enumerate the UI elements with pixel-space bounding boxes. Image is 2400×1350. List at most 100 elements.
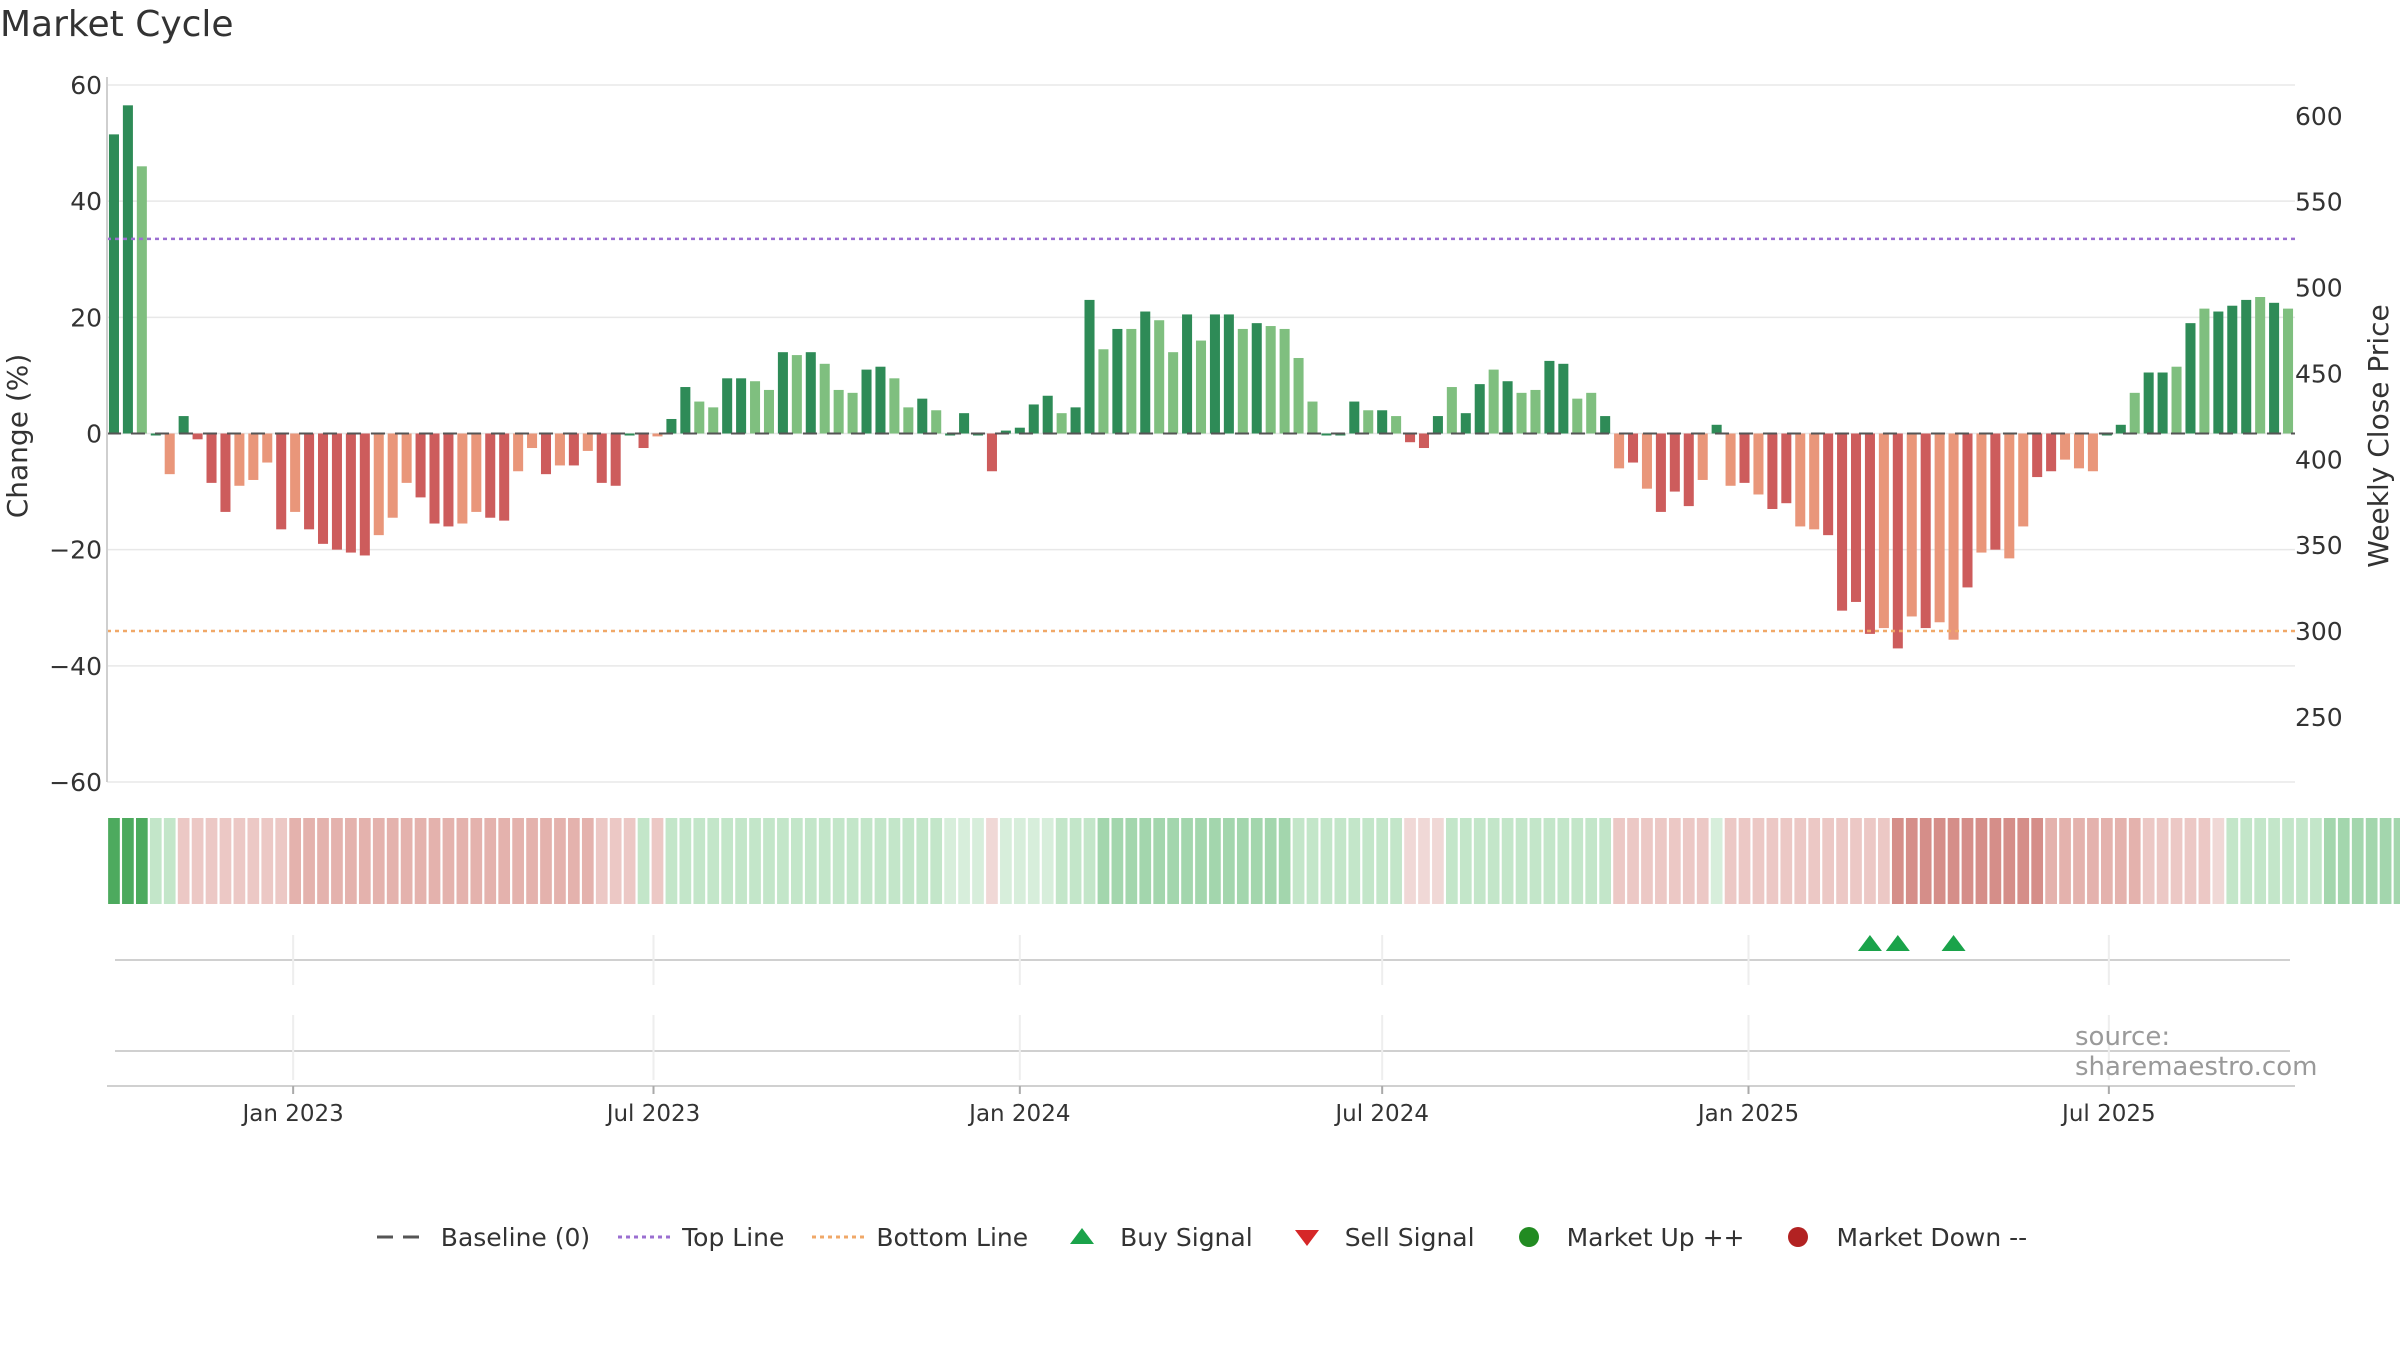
bar <box>345 433 356 553</box>
bar <box>499 433 510 521</box>
regime-cell <box>1599 818 1612 904</box>
bar <box>1767 433 1778 510</box>
triangle-up-icon <box>1070 1228 1095 1244</box>
dotted-orange-line-icon <box>812 1235 865 1239</box>
regime-cell <box>595 818 608 904</box>
regime-cell <box>1919 818 1932 904</box>
legend-item[interactable]: Market Up ++ <box>1499 1222 1745 1252</box>
legend-item[interactable]: Market Down -- <box>1768 1222 2027 1252</box>
y2-tick-label: 500 <box>2295 274 2343 303</box>
y-tick-label: 40 <box>70 187 102 216</box>
legend-item[interactable]: Baseline (0) <box>373 1222 590 1252</box>
legend-item[interactable]: Buy Signal <box>1052 1222 1253 1252</box>
bar <box>1544 360 1555 434</box>
legend-item[interactable]: Sell Signal <box>1277 1222 1475 1252</box>
regime-cell <box>414 818 427 904</box>
x-tick-label: Jan 2025 <box>1696 1101 1799 1127</box>
regime-cell <box>1515 818 1528 904</box>
bar <box>2185 323 2196 434</box>
bar <box>1892 433 1903 649</box>
regime-cell <box>1891 818 1904 904</box>
regime-cell <box>1627 818 1639 904</box>
regime-cell <box>902 818 915 904</box>
bar <box>1725 433 1736 486</box>
regime-cell <box>1836 818 1848 904</box>
bar <box>1488 369 1499 434</box>
regime-cell <box>1557 818 1570 904</box>
bar <box>1432 416 1443 434</box>
regime-cell <box>512 818 524 904</box>
regime-cell <box>2296 818 2308 904</box>
bar <box>554 433 565 466</box>
legend-label: Market Up ++ <box>1566 1222 1745 1252</box>
bar <box>847 392 858 434</box>
source-credit: source: sharemaestro.com <box>2075 1022 2318 1082</box>
regime-cell <box>1195 818 1207 904</box>
bar <box>1711 424 1722 434</box>
regime-cell <box>2031 818 2044 904</box>
regime-cell <box>331 818 343 904</box>
regime-cell <box>1097 818 1110 904</box>
bar <box>485 433 496 518</box>
bar <box>429 433 440 524</box>
bar <box>248 433 259 480</box>
regime-cell <box>470 818 483 904</box>
x-tick-label: Jul 2025 <box>2060 1101 2156 1127</box>
bar <box>903 407 914 434</box>
bar <box>387 433 398 518</box>
bar <box>1265 326 1276 434</box>
bar <box>1850 433 1862 602</box>
bar <box>652 433 663 437</box>
dotted-purple-line-icon <box>618 1235 671 1239</box>
bar <box>1446 387 1457 434</box>
legend-item[interactable]: Top Line <box>614 1222 784 1252</box>
regime-cell <box>205 818 218 904</box>
bar <box>2046 433 2057 472</box>
bar <box>2004 433 2015 559</box>
x-tick-label: Jan 2024 <box>967 1101 1070 1127</box>
regime-cell <box>2240 818 2253 904</box>
y2-tick-label: 300 <box>2295 617 2343 646</box>
regime-cell <box>1139 818 1152 904</box>
y-axis-ticks: 60 40 20 0 −20 −40 −60 <box>49 71 102 797</box>
regime-cell <box>303 818 315 904</box>
regime-cell <box>707 818 720 904</box>
bar <box>2227 305 2238 434</box>
regime-cell <box>1292 818 1305 904</box>
regime-cell <box>1473 818 1486 904</box>
bar <box>262 433 273 463</box>
legend-item[interactable]: Bottom Line <box>808 1222 1028 1252</box>
bar <box>833 389 844 434</box>
bar <box>1140 311 1151 434</box>
regime-cell <box>1571 818 1584 904</box>
bar <box>1209 314 1220 434</box>
regime-cell <box>1682 818 1695 904</box>
regime-cell <box>2379 818 2392 904</box>
regime-cell <box>860 818 873 904</box>
regime-cell <box>916 818 929 904</box>
bar <box>1293 357 1304 434</box>
bar <box>1962 433 1973 588</box>
bar <box>1502 381 1513 434</box>
bar <box>2032 433 2043 478</box>
bar <box>1948 433 1959 640</box>
bar <box>1307 401 1318 434</box>
regime-cell <box>1125 818 1138 904</box>
bar <box>1474 384 1485 434</box>
regime-cell <box>1808 818 1821 904</box>
bar <box>2241 299 2252 434</box>
regime-cell <box>651 818 664 904</box>
bar <box>192 433 203 440</box>
bar <box>875 366 886 434</box>
regime-cell <box>1362 818 1375 904</box>
regime-cell <box>2393 818 2400 904</box>
y2-axis-label: Weekly Close Price <box>2362 304 2395 567</box>
legend-label: Market Down -- <box>1836 1222 2028 1252</box>
bar <box>1112 328 1123 434</box>
bar <box>2255 297 2266 434</box>
regime-cell <box>609 818 622 904</box>
regime-cell <box>986 818 998 904</box>
regime-cell <box>2045 818 2057 904</box>
regime-cell <box>763 818 775 904</box>
y2-tick-label: 350 <box>2295 531 2343 560</box>
